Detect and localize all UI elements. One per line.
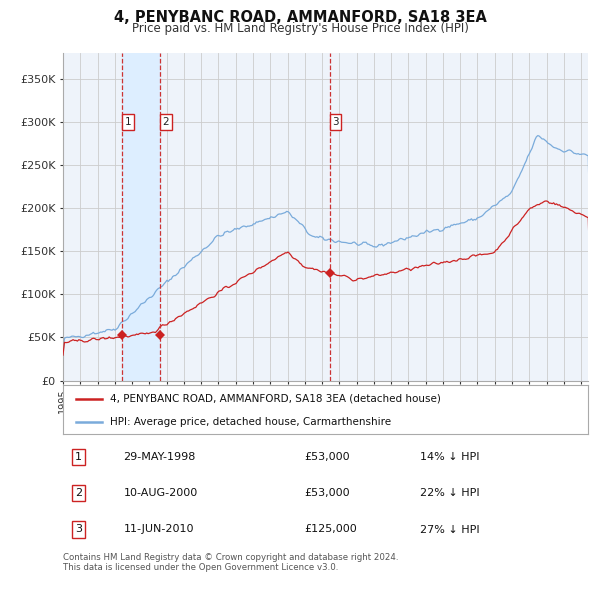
Text: 3: 3 xyxy=(332,117,339,127)
Text: 27% ↓ HPI: 27% ↓ HPI xyxy=(420,525,479,535)
Text: Contains HM Land Registry data © Crown copyright and database right 2024.: Contains HM Land Registry data © Crown c… xyxy=(63,553,398,562)
Bar xyxy=(122,53,160,381)
Text: 10-AUG-2000: 10-AUG-2000 xyxy=(124,489,197,498)
Text: 14% ↓ HPI: 14% ↓ HPI xyxy=(420,452,479,462)
Text: 4, PENYBANC ROAD, AMMANFORD, SA18 3EA (detached house): 4, PENYBANC ROAD, AMMANFORD, SA18 3EA (d… xyxy=(110,394,441,404)
Text: 3: 3 xyxy=(75,525,82,535)
Text: 4, PENYBANC ROAD, AMMANFORD, SA18 3EA: 4, PENYBANC ROAD, AMMANFORD, SA18 3EA xyxy=(113,10,487,25)
Text: £53,000: £53,000 xyxy=(305,452,350,462)
Text: Price paid vs. HM Land Registry's House Price Index (HPI): Price paid vs. HM Land Registry's House … xyxy=(131,22,469,35)
Text: 1: 1 xyxy=(75,452,82,462)
Text: £125,000: £125,000 xyxy=(305,525,357,535)
Text: 2: 2 xyxy=(163,117,169,127)
Text: £53,000: £53,000 xyxy=(305,489,350,498)
Text: 29-MAY-1998: 29-MAY-1998 xyxy=(124,452,196,462)
Text: 1: 1 xyxy=(124,117,131,127)
Text: 2: 2 xyxy=(75,489,82,498)
Text: 22% ↓ HPI: 22% ↓ HPI xyxy=(420,489,479,498)
Text: 11-JUN-2010: 11-JUN-2010 xyxy=(124,525,194,535)
Text: HPI: Average price, detached house, Carmarthenshire: HPI: Average price, detached house, Carm… xyxy=(110,417,391,427)
Text: This data is licensed under the Open Government Licence v3.0.: This data is licensed under the Open Gov… xyxy=(63,563,338,572)
